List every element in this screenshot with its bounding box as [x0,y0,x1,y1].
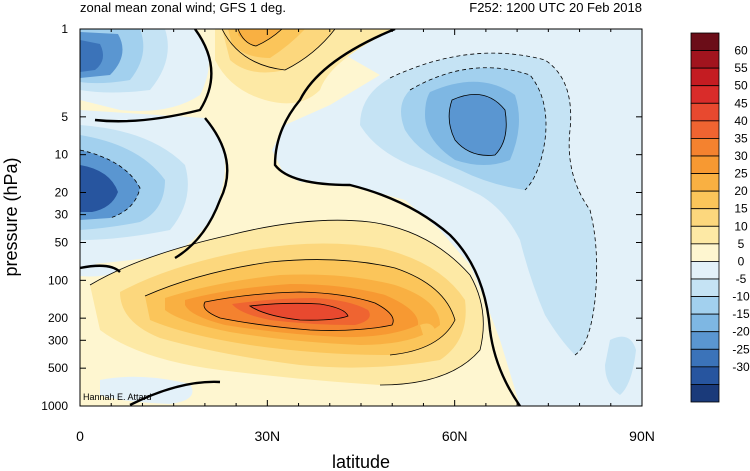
x-tick-label: 0 [76,428,84,444]
y-tick-label: 300 [48,333,68,347]
colorbar-label: -25 [732,342,750,356]
colorbar-label: -30 [732,360,750,374]
colorbar-swatch [690,50,720,69]
colorbar-swatch [690,120,720,139]
colorbar-swatch [690,190,720,210]
colorbar-swatch [690,102,720,122]
colorbar-swatch [690,261,720,280]
colorbar-swatch [690,313,720,333]
colorbar-label: 20 [734,184,748,198]
colorbar-label: 40 [734,114,748,128]
colorbar-label: -20 [732,325,750,339]
x-axis-label: latitude [332,452,390,471]
y-tick-label: 20 [55,185,69,199]
contour-field [80,29,642,406]
colorbar: 605550454035302520151050-5-10-15-20-25-3… [690,32,750,403]
chart-title-left: zonal mean zonal wind; GFS 1 deg. [80,0,286,15]
colorbar-swatch [690,384,720,403]
colorbar-swatch [690,67,720,87]
colorbar-swatch [690,348,720,368]
colorbar-label: 55 [734,61,748,75]
colorbar-label: 25 [734,167,748,181]
contour-lines [80,29,598,406]
colorbar-swatch [690,278,720,297]
y-tick-label: 200 [48,311,68,325]
y-tick-label: 10 [55,148,69,162]
axes: 0 30N 60N 90N 1 5 10 20 30 50 100 200 300 500 1000 [41,22,655,444]
colorbar-swatch [690,331,720,350]
y-axis-label: pressure (hPa) [1,157,21,276]
y-tick-label: 1000 [41,399,68,413]
colorbar-label: -15 [732,307,750,321]
author-credit: Hannah E. Attard [83,392,152,402]
colorbar-label: 10 [734,219,748,233]
y-tick-label: 50 [55,236,69,250]
colorbar-swatch [690,208,720,227]
colorbar-swatch [690,225,720,245]
colorbar-swatch [690,243,720,262]
colorbar-swatch [690,85,720,104]
colorbar-label: -5 [736,272,747,286]
colorbar-swatch [690,366,720,385]
colorbar-label: 45 [734,96,748,110]
colorbar-label: 60 [734,44,748,58]
x-tick-label: 90N [629,428,655,444]
colorbar-label: 30 [734,149,748,163]
y-tick-label: 100 [48,273,68,287]
x-tick-label: 30N [254,428,280,444]
chart-title-right: F252: 1200 UTC 20 Feb 2018 [469,0,642,15]
y-tick-label: 1 [61,22,68,36]
colorbar-label: 15 [734,202,748,216]
easterly-regions [80,29,642,406]
colorbar-swatch [690,32,720,51]
colorbar-swatch [690,138,720,157]
colorbar-label: 50 [734,79,748,93]
colorbar-label: 5 [738,237,745,251]
y-tick-label: 500 [48,361,68,375]
x-tick-label: 60N [442,428,468,444]
y-tick-label: 5 [61,110,68,124]
colorbar-label: 35 [734,131,748,145]
colorbar-label: -10 [732,290,750,304]
westerly-regions [90,29,484,385]
colorbar-swatch [690,296,720,315]
colorbar-label: 0 [738,254,745,268]
colorbar-swatch [690,155,720,174]
y-tick-label: 30 [55,208,69,222]
colorbar-swatch [690,173,720,192]
